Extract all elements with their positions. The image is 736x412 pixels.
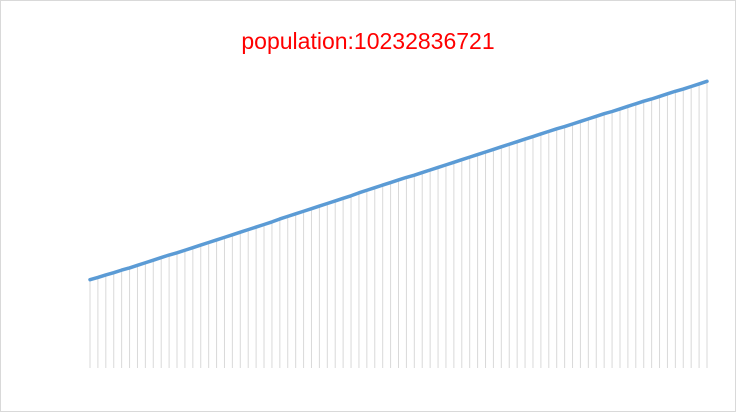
chart-title: population:10232836721 (241, 28, 495, 54)
series-line (88, 79, 709, 282)
drop-lines (89, 81, 708, 368)
